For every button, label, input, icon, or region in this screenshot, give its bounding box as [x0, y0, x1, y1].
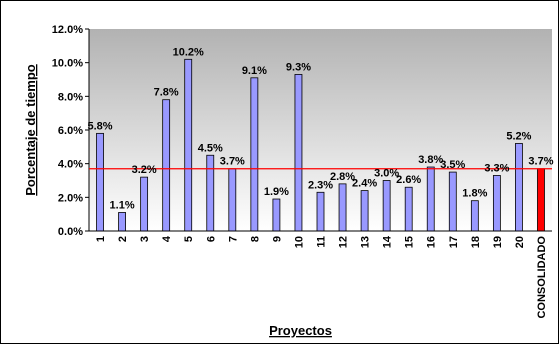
- data-label: 1.9%: [264, 186, 289, 198]
- bar: [338, 183, 347, 232]
- x-tick-label: 3: [139, 236, 151, 242]
- bar-consolidado: [537, 168, 545, 232]
- y-tick-label: 12.0%: [52, 24, 83, 36]
- bar: [404, 186, 413, 232]
- bar: [272, 198, 281, 232]
- bar: [294, 74, 303, 232]
- bar: [382, 180, 391, 232]
- data-label: 7.8%: [154, 87, 179, 99]
- y-tick-label: 4.0%: [58, 159, 83, 171]
- data-label: 2.6%: [396, 174, 421, 186]
- x-tick-label: 6: [205, 236, 217, 242]
- bar: [162, 99, 171, 232]
- x-tick-label: CONSOLIDADO: [536, 236, 548, 319]
- x-tick-label: 1: [95, 236, 107, 242]
- data-label: 9.1%: [242, 65, 267, 77]
- data-label: 4.5%: [198, 142, 223, 154]
- x-tick-label: 14: [382, 235, 394, 248]
- y-axis: 0.0% 2.0% 4.0% 6.0% 8.0% 10.0% 12.0%: [52, 24, 90, 238]
- data-label: 3.7%: [528, 156, 553, 168]
- bar: [360, 190, 369, 232]
- x-tick-label: 9: [271, 236, 283, 242]
- x-tick-label: 13: [360, 236, 372, 248]
- data-label: 2.3%: [308, 179, 333, 191]
- bar: [492, 175, 501, 232]
- bar: [316, 191, 325, 232]
- y-tick-label: 8.0%: [58, 91, 83, 103]
- x-tick-label: 10: [293, 236, 305, 248]
- x-tick-label: 15: [404, 236, 416, 248]
- bar: [184, 58, 193, 232]
- x-tick-label: 2: [117, 236, 129, 242]
- x-tick-label: 11: [316, 236, 328, 248]
- bar: [470, 200, 479, 232]
- bar: [96, 132, 104, 232]
- y-tick-label: 10.0%: [52, 58, 83, 70]
- bar: [228, 168, 237, 232]
- data-label: 1.1%: [110, 199, 135, 211]
- y-axis-title: Porcentaje de tiempo: [23, 64, 38, 196]
- x-axis: 1 2 3 4 5 6 7 8 9 10 11 12 13 14 15 16 17 18 19 20 CONSOLIDA…: [89, 230, 552, 319]
- y-tick-label: 2.0%: [58, 192, 83, 204]
- data-label: 5.2%: [506, 130, 531, 142]
- data-label: 3.5%: [440, 159, 465, 171]
- bar: [118, 212, 126, 232]
- data-label: 3.0%: [374, 168, 399, 180]
- x-axis-title: Proyectos: [269, 323, 332, 338]
- x-tick-label: 12: [338, 236, 350, 248]
- x-tick-label: 4: [161, 235, 173, 242]
- data-label: 2.4%: [352, 178, 377, 190]
- data-label: 2.8%: [330, 171, 355, 183]
- y-tick-label: 0.0%: [58, 226, 83, 238]
- y-tick-label: 6.0%: [58, 125, 83, 137]
- data-label: 3.8%: [418, 154, 443, 166]
- x-tick-label: 17: [448, 236, 460, 248]
- data-label: 1.8%: [462, 188, 487, 200]
- x-tick-label: 5: [183, 236, 195, 242]
- data-label: 3.2%: [132, 164, 157, 176]
- x-tick-label: 7: [227, 236, 239, 242]
- bar: [250, 77, 259, 232]
- x-tick-label: 18: [470, 236, 482, 248]
- bar: [448, 171, 457, 232]
- x-tick-label: 8: [249, 236, 261, 242]
- x-tick-label: 19: [492, 236, 504, 248]
- x-tick-label: 16: [426, 236, 438, 248]
- data-label: 3.7%: [220, 156, 245, 168]
- data-label: 10.2%: [173, 46, 204, 58]
- bar: [426, 166, 435, 232]
- data-label: 3.3%: [484, 162, 509, 174]
- data-labels: 5.8% 1.1% 3.2% 7.8% 10.2% 4.5% 3.7% 9.1% 1.9% 9.3…: [87, 46, 553, 211]
- bar: [206, 154, 215, 232]
- x-tick-label: 20: [514, 236, 526, 248]
- bar: [140, 176, 149, 232]
- data-label: 9.3%: [286, 61, 311, 73]
- data-label: 5.8%: [87, 120, 112, 132]
- bar: [515, 143, 523, 232]
